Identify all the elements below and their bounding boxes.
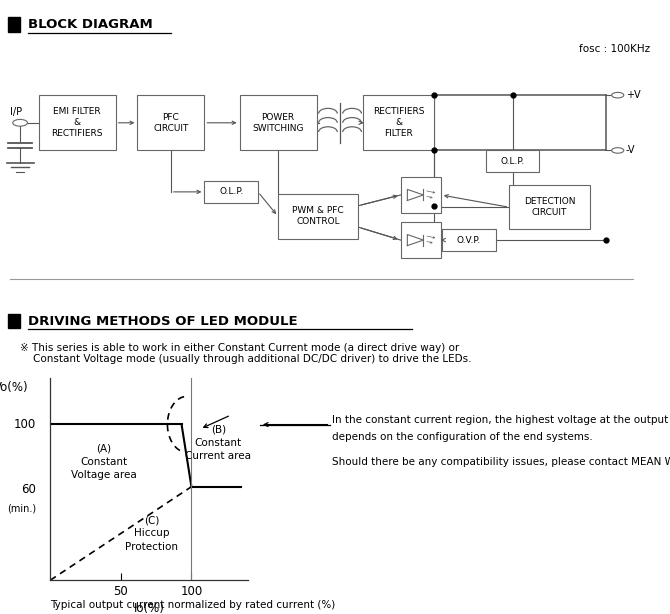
Text: ※ This series is able to work in either Constant Current mode (a direct drive wa: ※ This series is able to work in either … — [20, 343, 460, 352]
Text: RECTIFIERS
&
FILTER: RECTIFIERS & FILTER — [373, 107, 424, 138]
Text: (A)
Constant
Voltage area: (A) Constant Voltage area — [71, 443, 137, 480]
Text: Should there be any compatibility issues, please contact MEAN WELL.: Should there be any compatibility issues… — [332, 457, 670, 467]
Bar — [401, 222, 441, 258]
Text: Constant Voltage mode (usually through additional DC/DC driver) to drive the LED: Constant Voltage mode (usually through a… — [20, 354, 472, 363]
Text: Vo(%): Vo(%) — [0, 381, 28, 394]
Text: +V: +V — [626, 90, 641, 100]
Bar — [278, 194, 358, 239]
Text: (B)
Constant
Current area: (B) Constant Current area — [185, 425, 251, 461]
Bar — [240, 95, 316, 150]
Text: O.L.P.: O.L.P. — [500, 157, 525, 166]
Text: DRIVING METHODS OF LED MODULE: DRIVING METHODS OF LED MODULE — [28, 314, 297, 328]
Bar — [486, 150, 539, 172]
Bar — [509, 185, 590, 230]
Text: 100: 100 — [14, 418, 36, 431]
Text: PFC
CIRCUIT: PFC CIRCUIT — [153, 113, 188, 133]
Text: EMI FILTER
&
RECTIFIERS: EMI FILTER & RECTIFIERS — [52, 107, 103, 138]
Text: fosc : 100KHz: fosc : 100KHz — [579, 44, 650, 54]
Circle shape — [612, 147, 624, 153]
Bar — [442, 229, 496, 251]
Text: DETECTION
CIRCUIT: DETECTION CIRCUIT — [524, 197, 575, 217]
Text: POWER
SWITCHING: POWER SWITCHING — [253, 113, 304, 133]
Text: O.L.P.: O.L.P. — [219, 187, 243, 196]
Text: In the constant current region, the highest voltage at the output of the driver: In the constant current region, the high… — [332, 415, 670, 425]
Bar — [38, 95, 116, 150]
Bar — [8, 17, 20, 32]
Circle shape — [612, 93, 624, 98]
Text: I/P: I/P — [10, 107, 22, 117]
Bar — [204, 181, 258, 203]
Text: (min.): (min.) — [7, 503, 36, 513]
Text: PWM & PFC
CONTROL: PWM & PFC CONTROL — [292, 206, 344, 227]
X-axis label: Io(%): Io(%) — [133, 602, 165, 614]
Text: -V: -V — [626, 146, 635, 155]
Text: BLOCK DIAGRAM: BLOCK DIAGRAM — [28, 18, 153, 31]
Bar — [8, 314, 20, 328]
Text: (C)
Hiccup
Protection: (C) Hiccup Protection — [125, 515, 178, 551]
Bar — [363, 95, 433, 150]
Text: 60: 60 — [21, 483, 36, 496]
Bar — [137, 95, 204, 150]
Text: O.V.P.: O.V.P. — [457, 236, 481, 244]
Circle shape — [13, 119, 27, 126]
Text: depends on the configuration of the end systems.: depends on the configuration of the end … — [332, 432, 592, 442]
Text: Typical output current normalized by rated current (%): Typical output current normalized by rat… — [50, 600, 336, 610]
Bar — [401, 177, 441, 212]
